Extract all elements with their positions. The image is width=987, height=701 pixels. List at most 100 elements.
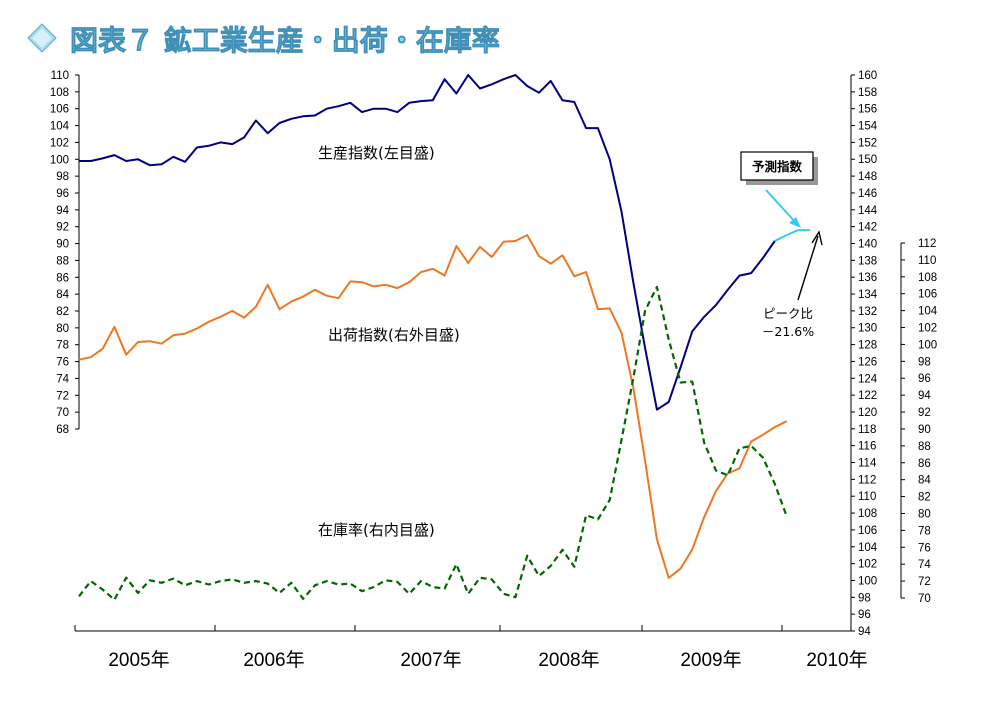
right-outer-axis-tick-label: 122 bbox=[858, 390, 877, 402]
diamond-icon bbox=[27, 23, 57, 53]
right-outer-axis-tick-label: 106 bbox=[858, 525, 877, 537]
right-outer-axis-tick-label: 112 bbox=[858, 474, 876, 486]
right-outer-axis-tick-label: 120 bbox=[858, 407, 877, 419]
right-outer-axis-tick-label: 124 bbox=[858, 373, 878, 385]
right-inner-axis-tick-label: 110 bbox=[918, 255, 936, 267]
right-inner-axis-tick-label: 86 bbox=[918, 458, 931, 470]
left-axis-tick-label: 84 bbox=[56, 289, 69, 301]
right-inner-axis-tick-label: 96 bbox=[918, 373, 931, 385]
left-axis-tick-label: 110 bbox=[51, 70, 69, 82]
right-outer-axis-tick-label: 126 bbox=[858, 356, 877, 368]
series-line-0 bbox=[79, 74, 776, 411]
left-axis-tick-label: 108 bbox=[50, 87, 69, 99]
left-axis-tick-label: 100 bbox=[50, 154, 69, 166]
peak-label-line2: －21.6% bbox=[762, 324, 814, 339]
left-axis-tick-label: 92 bbox=[56, 222, 69, 234]
series-line-1 bbox=[774, 229, 811, 242]
peak-pointer bbox=[797, 235, 819, 301]
forecast-callout-label: 予測指数 bbox=[752, 159, 803, 174]
production-label: 生産指数(左目盛) bbox=[318, 144, 435, 162]
right-outer-axis-tick-label: 110 bbox=[858, 491, 876, 503]
right-outer-axis-tick-label: 140 bbox=[858, 238, 877, 250]
inventory-label: 在庫率(右内目盛) bbox=[318, 521, 435, 539]
left-axis-tick-label: 94 bbox=[56, 205, 69, 217]
right-outer-axis-tick-label: 148 bbox=[858, 171, 877, 183]
left-axis-tick-label: 98 bbox=[56, 171, 69, 183]
forecast-callout: 予測指数 bbox=[740, 151, 818, 228]
left-axis-tick-label: 82 bbox=[56, 306, 69, 318]
right-outer-axis-tick-label: 130 bbox=[858, 323, 877, 335]
right-outer-axis-tick-label: 136 bbox=[858, 272, 877, 284]
right-outer-axis-tick-label: 96 bbox=[858, 609, 871, 621]
right-inner-axis-tick-label: 70 bbox=[918, 593, 931, 605]
left-axis-tick-label: 76 bbox=[56, 357, 69, 369]
right-inner-axis-tick-label: 74 bbox=[918, 559, 931, 571]
right-inner-axis-tick-label: 104 bbox=[918, 306, 938, 318]
right-inner-axis-tick-label: 98 bbox=[918, 356, 931, 368]
right-inner-axis-tick-label: 106 bbox=[918, 289, 937, 301]
right-inner-axis-tick-label: 90 bbox=[918, 424, 931, 436]
series-line-2 bbox=[78, 234, 788, 579]
series-line-3 bbox=[78, 285, 788, 601]
right-outer-axis-tick-label: 128 bbox=[858, 340, 877, 352]
x-axis-year-label: 2007年 bbox=[400, 649, 461, 671]
peak-annotation: ピーク比 －21.6% bbox=[762, 230, 823, 339]
chart-title: 図表７ 鉱工業生産・出荷・在庫率 bbox=[70, 24, 500, 57]
left-axis-tick-label: 104 bbox=[50, 121, 70, 133]
left-axis-tick-label: 102 bbox=[50, 137, 69, 149]
right-outer-axis-tick-label: 146 bbox=[858, 188, 877, 200]
right-outer-axis-tick-label: 100 bbox=[858, 575, 877, 587]
shipments-label: 出荷指数(右外目盛) bbox=[328, 326, 460, 344]
right-inner-axis-tick-label: 80 bbox=[918, 508, 931, 520]
right-outer-axis-tick-label: 104 bbox=[858, 542, 878, 554]
right-outer-axis-tick-label: 156 bbox=[858, 104, 877, 116]
right-outer-axis-tick-label: 116 bbox=[858, 441, 876, 453]
right-inner-axis-tick-label: 100 bbox=[918, 339, 937, 351]
right-outer-axis-tick-label: 114 bbox=[858, 458, 877, 470]
left-axis-tick-label: 86 bbox=[56, 272, 69, 284]
x-axis-year-label: 2005年 bbox=[108, 649, 169, 671]
right-outer-axis-tick-label: 154 bbox=[858, 121, 878, 133]
chart-title-group: 図表７ 鉱工業生産・出荷・在庫率 bbox=[27, 23, 500, 57]
left-axis-tick-label: 70 bbox=[56, 407, 69, 419]
forecast-pointer bbox=[765, 189, 798, 225]
right-outer-axis-tick-label: 108 bbox=[858, 508, 877, 520]
left-axis-tick-label: 80 bbox=[56, 323, 69, 335]
left-axis-tick-label: 78 bbox=[56, 340, 69, 352]
right-outer-axis-tick-label: 118 bbox=[858, 424, 876, 436]
right-outer-axis-tick-label: 150 bbox=[858, 154, 877, 166]
left-axis-tick-label: 72 bbox=[56, 390, 69, 402]
right-inner-axis-tick-label: 92 bbox=[918, 407, 931, 419]
right-inner-axis-tick-label: 78 bbox=[918, 525, 931, 537]
right-outer-axis-tick-label: 94 bbox=[858, 626, 871, 638]
x-axis-year-label: 2006年 bbox=[243, 649, 304, 671]
left-axis-tick-label: 90 bbox=[56, 239, 69, 251]
right-inner-axis-tick-label: 94 bbox=[918, 390, 931, 402]
axes: 68 70 72 74 76 78 80 82 84 86 88 90 92 94 96 98 100 102 10… bbox=[50, 70, 938, 671]
right-inner-axis-tick-label: 72 bbox=[918, 576, 931, 588]
x-axis-year-label: 2008年 bbox=[538, 649, 599, 671]
right-outer-axis-tick-label: 152 bbox=[858, 137, 877, 149]
right-outer-axis-tick-label: 158 bbox=[858, 87, 877, 99]
right-outer-axis-tick-label: 142 bbox=[858, 222, 877, 234]
x-axis-year-label: 2009年 bbox=[680, 649, 741, 671]
left-axis-tick-label: 68 bbox=[56, 424, 69, 436]
plot-area bbox=[78, 74, 811, 601]
right-inner-axis-tick-label: 102 bbox=[918, 323, 937, 335]
right-inner-axis-tick-label: 108 bbox=[918, 272, 937, 284]
left-axis-tick-label: 106 bbox=[50, 104, 69, 116]
right-outer-axis-tick-label: 132 bbox=[858, 306, 877, 318]
right-outer-axis-tick-label: 134 bbox=[858, 289, 878, 301]
right-inner-axis-tick-label: 76 bbox=[918, 542, 931, 554]
right-inner-axis-tick-label: 88 bbox=[918, 441, 931, 453]
forecast-pointer-arrowhead bbox=[789, 217, 801, 228]
right-outer-axis-tick-label: 138 bbox=[858, 255, 877, 267]
peak-pointer-arrowhead bbox=[811, 230, 823, 246]
right-outer-axis-tick-label: 144 bbox=[858, 205, 878, 217]
peak-label-line1: ピーク比 bbox=[763, 306, 813, 321]
x-axis-year-label: 2010年 bbox=[806, 649, 867, 671]
left-axis-tick-label: 74 bbox=[56, 373, 69, 385]
right-outer-axis-tick-label: 160 bbox=[858, 70, 877, 82]
left-axis-tick-label: 96 bbox=[56, 188, 69, 200]
